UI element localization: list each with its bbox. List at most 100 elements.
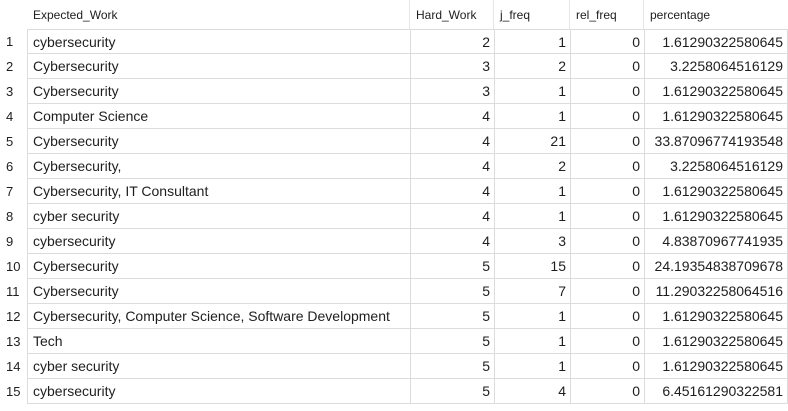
cell-expected-work[interactable]: Cybersecurity [27,79,410,104]
column-header-j-freq[interactable]: j_freq [494,0,570,29]
cell-j-freq[interactable]: 1 [494,179,570,204]
cell-rel-freq[interactable]: 0 [570,104,644,129]
row-number[interactable]: 10 [6,259,21,274]
cell-j-freq[interactable]: 1 [494,204,570,229]
cell-percentage[interactable]: 1.61290322580645 [644,179,788,204]
cell-expected-work[interactable]: Cybersecurity, IT Consultant [27,179,410,204]
cell-percentage[interactable]: 3.2258064516129 [644,54,788,79]
cell-j-freq[interactable]: 21 [494,129,570,154]
cell-rel-freq[interactable]: 0 [570,354,644,379]
cell-hard-work[interactable]: 2 [410,29,494,54]
table-row[interactable]: 2 Cybersecurity 3 2 0 3.2258064516129 [0,54,788,79]
cell-percentage[interactable]: 1.61290322580645 [644,79,788,104]
table-row[interactable]: 3 Cybersecurity 3 1 0 1.61290322580645 [0,79,788,104]
table-row[interactable]: 8 cyber security 4 1 0 1.61290322580645 [0,204,788,229]
table-row[interactable]: 15 cybersecurity 5 4 0 6.45161290322581 [0,379,788,404]
cell-rel-freq[interactable]: 0 [570,54,644,79]
table-row[interactable]: 9 cybersecurity 4 3 0 4.83870967741935 [0,229,788,254]
row-number[interactable]: 7 [6,184,14,199]
cell-rel-freq[interactable]: 0 [570,379,644,404]
cell-expected-work[interactable]: Cybersecurity [27,254,410,279]
cell-j-freq[interactable]: 1 [494,29,570,54]
cell-expected-work[interactable]: Cybersecurity [27,279,410,304]
cell-rel-freq[interactable]: 0 [570,279,644,304]
cell-rel-freq[interactable]: 0 [570,254,644,279]
cell-j-freq[interactable]: 7 [494,279,570,304]
cell-expected-work[interactable]: cyber security [27,204,410,229]
cell-expected-work[interactable]: Cybersecurity [27,129,410,154]
cell-percentage[interactable]: 1.61290322580645 [644,204,788,229]
cell-j-freq[interactable]: 1 [494,329,570,354]
table-row[interactable]: 11 Cybersecurity 5 7 0 11.29032258064516 [0,279,788,304]
row-number[interactable]: 15 [6,384,21,399]
row-number[interactable]: 9 [6,234,14,249]
cell-hard-work[interactable]: 5 [410,379,494,404]
table-row[interactable]: 7 Cybersecurity, IT Consultant 4 1 0 1.612903… [0,179,788,204]
cell-expected-work[interactable]: Cybersecurity [27,54,410,79]
table-row[interactable]: 5 Cybersecurity 4 21 0 33.87096774193548 [0,129,788,154]
cell-percentage[interactable]: 33.87096774193548 [644,129,788,154]
cell-j-freq[interactable]: 4 [494,379,570,404]
cell-percentage[interactable]: 1.61290322580645 [644,354,788,379]
cell-percentage[interactable]: 3.2258064516129 [644,154,788,179]
cell-expected-work[interactable]: cybersecurity [27,379,410,404]
column-header-expected-work[interactable]: Expected_Work [27,0,410,29]
column-header-rel-freq[interactable]: rel_freq [570,0,644,29]
cell-rel-freq[interactable]: 0 [570,29,644,54]
cell-j-freq[interactable]: 1 [494,79,570,104]
table-row[interactable]: 14 cyber security 5 1 0 1.61290322580645 [0,354,788,379]
cell-percentage[interactable]: 1.61290322580645 [644,104,788,129]
cell-rel-freq[interactable]: 0 [570,304,644,329]
row-number[interactable]: 12 [6,309,21,324]
cell-percentage[interactable]: 6.45161290322581 [644,379,788,404]
cell-j-freq[interactable]: 1 [494,304,570,329]
cell-rel-freq[interactable]: 0 [570,179,644,204]
cell-j-freq[interactable]: 2 [494,54,570,79]
row-number[interactable]: 13 [6,334,21,349]
cell-hard-work[interactable]: 5 [410,304,494,329]
cell-rel-freq[interactable]: 0 [570,154,644,179]
row-number[interactable]: 4 [6,109,14,124]
cell-rel-freq[interactable]: 0 [570,229,644,254]
cell-hard-work[interactable]: 4 [410,104,494,129]
cell-expected-work[interactable]: Cybersecurity, Computer Science, Softwar… [27,304,410,329]
row-number[interactable]: 6 [6,159,14,174]
cell-hard-work[interactable]: 4 [410,154,494,179]
cell-hard-work[interactable]: 4 [410,129,494,154]
cell-percentage[interactable]: 4.83870967741935 [644,229,788,254]
cell-percentage[interactable]: 1.61290322580645 [644,29,788,54]
cell-hard-work[interactable]: 5 [410,254,494,279]
cell-hard-work[interactable]: 3 [410,79,494,104]
table-row[interactable]: 4 Computer Science 4 1 0 1.61290322580645 [0,104,788,129]
cell-j-freq[interactable]: 2 [494,154,570,179]
row-number[interactable]: 3 [6,84,14,99]
column-header-hard-work[interactable]: Hard_Work [410,0,494,29]
cell-expected-work[interactable]: Tech [27,329,410,354]
cell-rel-freq[interactable]: 0 [570,204,644,229]
cell-j-freq[interactable]: 1 [494,354,570,379]
cell-j-freq[interactable]: 15 [494,254,570,279]
table-row[interactable]: 13 Tech 5 1 0 1.61290322580645 [0,329,788,354]
row-number[interactable]: 1 [6,34,14,49]
cell-hard-work[interactable]: 4 [410,229,494,254]
row-number[interactable]: 11 [6,284,20,299]
cell-hard-work[interactable]: 5 [410,329,494,354]
cell-percentage[interactable]: 11.29032258064516 [644,279,788,304]
cell-j-freq[interactable]: 1 [494,104,570,129]
row-number[interactable]: 14 [6,359,21,374]
cell-rel-freq[interactable]: 0 [570,129,644,154]
cell-expected-work[interactable]: Cybersecurity, [27,154,410,179]
table-row[interactable]: 6 Cybersecurity, 4 2 0 3.2258064516129 [0,154,788,179]
cell-percentage[interactable]: 24.19354838709678 [644,254,788,279]
cell-expected-work[interactable]: cybersecurity [27,29,410,54]
row-number[interactable]: 8 [6,209,14,224]
table-row[interactable]: 1 cybersecurity 2 1 0 1.61290322580645 [0,29,788,54]
cell-rel-freq[interactable]: 0 [570,329,644,354]
cell-hard-work[interactable]: 5 [410,354,494,379]
cell-percentage[interactable]: 1.61290322580645 [644,329,788,354]
cell-expected-work[interactable]: cyber security [27,354,410,379]
cell-percentage[interactable]: 1.61290322580645 [644,304,788,329]
cell-expected-work[interactable]: Computer Science [27,104,410,129]
cell-expected-work[interactable]: cybersecurity [27,229,410,254]
